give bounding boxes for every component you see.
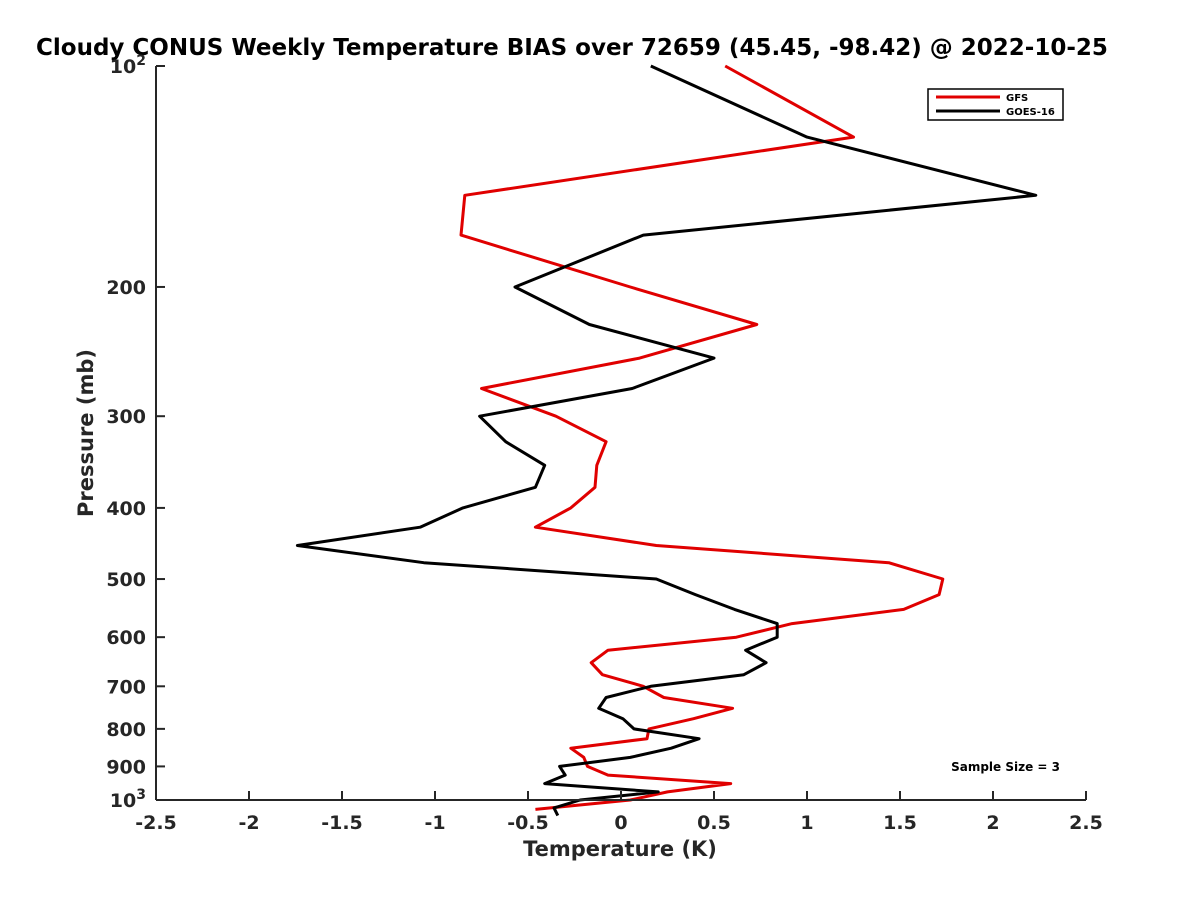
x-axis-label: Temperature (K) (523, 837, 717, 861)
y-tick-label: 103 (110, 787, 146, 812)
plot-area (295, 64, 1038, 817)
y-tick-label: 700 (106, 676, 146, 698)
x-tick-label: 2.5 (1069, 812, 1103, 834)
y-tick-label: 900 (106, 756, 146, 778)
chart-title: Cloudy CONUS Weekly Temperature BIAS ove… (36, 35, 1108, 61)
x-tick-label: 0.5 (697, 812, 731, 834)
y-tick-label: 300 (106, 406, 146, 428)
axes: -2.5 -2 -1.5 -1 -0.5 0 0.5 1 1.5 2 2.5102200300400… (106, 53, 1103, 834)
x-tick-label: -2 (238, 812, 259, 834)
y-tick-label: 600 (106, 627, 146, 649)
series-line-gfs (459, 64, 945, 811)
y-tick-label-base: 10 (110, 790, 136, 812)
y-tick-label-exponent: 2 (136, 53, 146, 69)
x-tick-label: 1 (800, 812, 813, 834)
y-tick-label: 500 (106, 569, 146, 591)
series-line-goes-16 (295, 64, 1038, 817)
x-tick-label: 0 (614, 812, 627, 834)
x-tick-label: -2.5 (135, 812, 177, 834)
y-tick-label: 102 (110, 53, 146, 78)
y-tick-label: 400 (106, 498, 146, 520)
y-tick-label-base: 10 (110, 56, 136, 78)
y-tick-label: 800 (106, 719, 146, 741)
legend-label-goes-16: GOES-16 (1006, 107, 1055, 118)
y-tick-label-exponent: 3 (136, 787, 146, 803)
x-tick-label: 1.5 (883, 812, 917, 834)
x-tick-label: 2 (986, 812, 999, 834)
y-axis-label: Pressure (mb) (74, 349, 98, 517)
legend-box (927, 88, 1064, 121)
sample-size-annotation: Sample Size = 3 (951, 760, 1060, 774)
x-tick-label: -1 (424, 812, 445, 834)
x-tick-label: -1.5 (321, 812, 363, 834)
legend-label-gfs: GFS (1006, 93, 1028, 104)
legend: GFS GOES-16 (927, 88, 1064, 121)
x-tick-label: -0.5 (507, 812, 549, 834)
y-tick-label: 200 (106, 277, 146, 299)
